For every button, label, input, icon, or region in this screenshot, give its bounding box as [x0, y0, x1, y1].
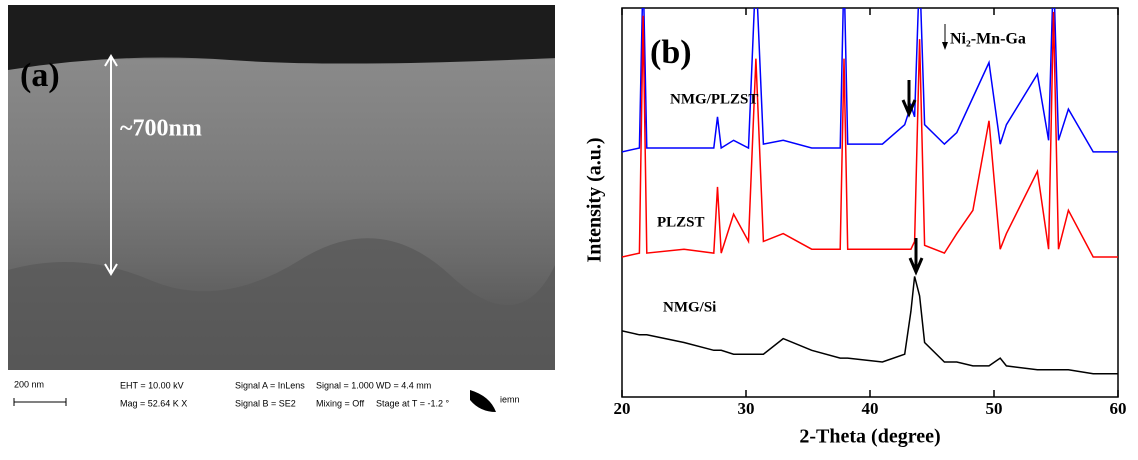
- xrd-line: [622, 8, 1118, 153]
- plot-frame: [621, 7, 1119, 398]
- info: Mixing = Off: [316, 398, 365, 408]
- info: Signal B = SE2: [235, 398, 296, 408]
- x-tick-label: 30: [738, 399, 755, 418]
- marker-label: Ni₂-Mn-Ga: [950, 31, 1026, 48]
- marker-arrow-head: [942, 42, 948, 50]
- xrd-line: [622, 11, 1118, 258]
- panel-label: (a): [20, 57, 60, 94]
- peak-arrow: [908, 238, 924, 276]
- arrow-heads: [104, 54, 118, 276]
- info: Mag = 52.64 K X: [120, 398, 187, 408]
- x-tick-label: 20: [614, 399, 631, 418]
- xrd-line: [622, 276, 1118, 375]
- logo-mark: [470, 390, 496, 412]
- series-label: PLZST: [657, 214, 705, 230]
- scale-bar: [13, 398, 67, 406]
- scale-bar-label: 200 nm: [14, 379, 44, 389]
- thickness-label: ~700nm: [120, 116, 202, 142]
- plot-area: [622, 8, 1118, 375]
- series-label: NMG/PLZST: [670, 91, 758, 107]
- sem-info-bar: [8, 370, 555, 422]
- sem-substrate: [8, 238, 555, 370]
- info: Signal A = InLens: [235, 380, 305, 390]
- sem-surface: [8, 5, 555, 70]
- x-tick-label: 50: [986, 399, 1003, 418]
- info: WD = 4.4 mm: [376, 380, 431, 390]
- info: EHT = 10.00 kV: [120, 380, 184, 390]
- panel-label: (b): [650, 34, 692, 71]
- x-axis-label: 2-Theta (degree): [799, 426, 940, 448]
- logo: iemn: [500, 394, 520, 404]
- info: Signal = 1.000: [316, 380, 374, 390]
- x-tick-label: 40: [862, 399, 879, 418]
- y-axis-label: Intensity (a.u.): [584, 137, 606, 262]
- series-label: NMG/Si: [663, 299, 716, 315]
- peak-arrow: [901, 80, 917, 118]
- info: Stage at T = -1.2 °: [376, 398, 449, 408]
- x-tick-label: 60: [1110, 399, 1127, 418]
